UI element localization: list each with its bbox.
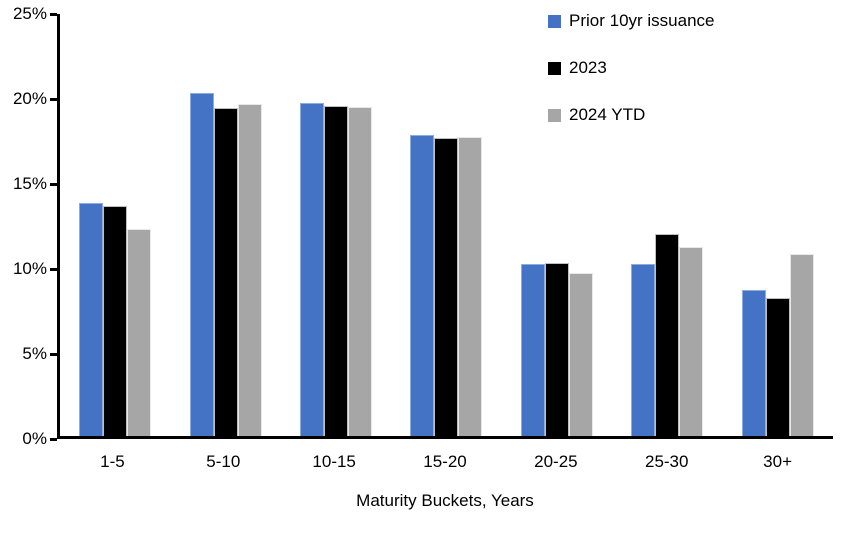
legend-swatch-icon [548,61,561,75]
bar [348,107,373,436]
bar-group-25-30 [612,14,722,436]
y-axis-tick [50,183,57,186]
x-axis-category-label: 25-30 [644,452,689,471]
bar [520,264,545,436]
x-axis-category-label: 10-15 [312,452,356,471]
y-axis-tick-label: 15% [12,174,47,193]
x-axis-category-label: 30+ [763,452,792,471]
y-axis-tick-label: 5% [22,344,47,363]
y-axis-tick-label: 25% [12,4,47,23]
y-axis-tick-label: 20% [12,89,47,108]
y-axis-tick [50,98,57,101]
bar-group-15-20 [391,14,501,436]
y-axis-tick [50,438,57,441]
bar [741,290,766,436]
bar [237,104,262,436]
legend-item: Prior 10yr issuance [548,10,715,32]
bar [789,254,814,436]
bar [324,106,349,436]
x-axis-category-label: 15-20 [423,452,467,471]
y-axis-tick-label: 10% [12,259,47,278]
bar-group-1-5 [60,14,170,436]
bar [79,203,104,436]
legend-label: 2024 YTD [569,105,646,124]
bar-group-5-10 [170,14,280,436]
bar [544,263,569,436]
legend-label: Prior 10yr issuance [569,11,715,30]
x-axis-category-labels: 1-5 5-10 10-15 15-20 20-25 25-30 30+ [57,452,833,472]
x-axis-category-label: 1-5 [100,452,125,471]
y-axis-tick [50,13,57,16]
legend-swatch-icon [548,14,561,28]
bar [213,108,238,436]
bar [679,247,704,436]
bar [300,103,325,436]
legend-label: 2023 [569,58,607,77]
plot-area [50,13,833,441]
bar [655,234,680,436]
x-axis-title: Maturity Buckets, Years [356,491,534,510]
y-axis-tick-label: 0% [22,429,47,448]
y-axis-tick [50,353,57,356]
bar-groups [60,14,833,436]
bar [103,206,128,436]
bar [765,298,790,436]
bar-group-10-15 [281,14,391,436]
bar [568,273,593,436]
legend: Prior 10yr issuance 2023 2024 YTD [548,10,715,151]
legend-item: 2024 YTD [548,104,715,126]
x-axis-category-label: 5-10 [206,452,241,471]
bar [458,137,483,436]
bar [434,138,459,436]
bar-group-20-25 [502,14,612,436]
bar [189,93,214,436]
x-axis-category-label: 20-25 [534,452,578,471]
legend-item: 2023 [548,57,715,79]
bar-group-30+ [723,14,833,436]
bar [410,135,435,436]
y-axis-tick [50,268,57,271]
bar [631,264,656,436]
bar [127,229,152,436]
legend-swatch-icon [548,108,561,122]
